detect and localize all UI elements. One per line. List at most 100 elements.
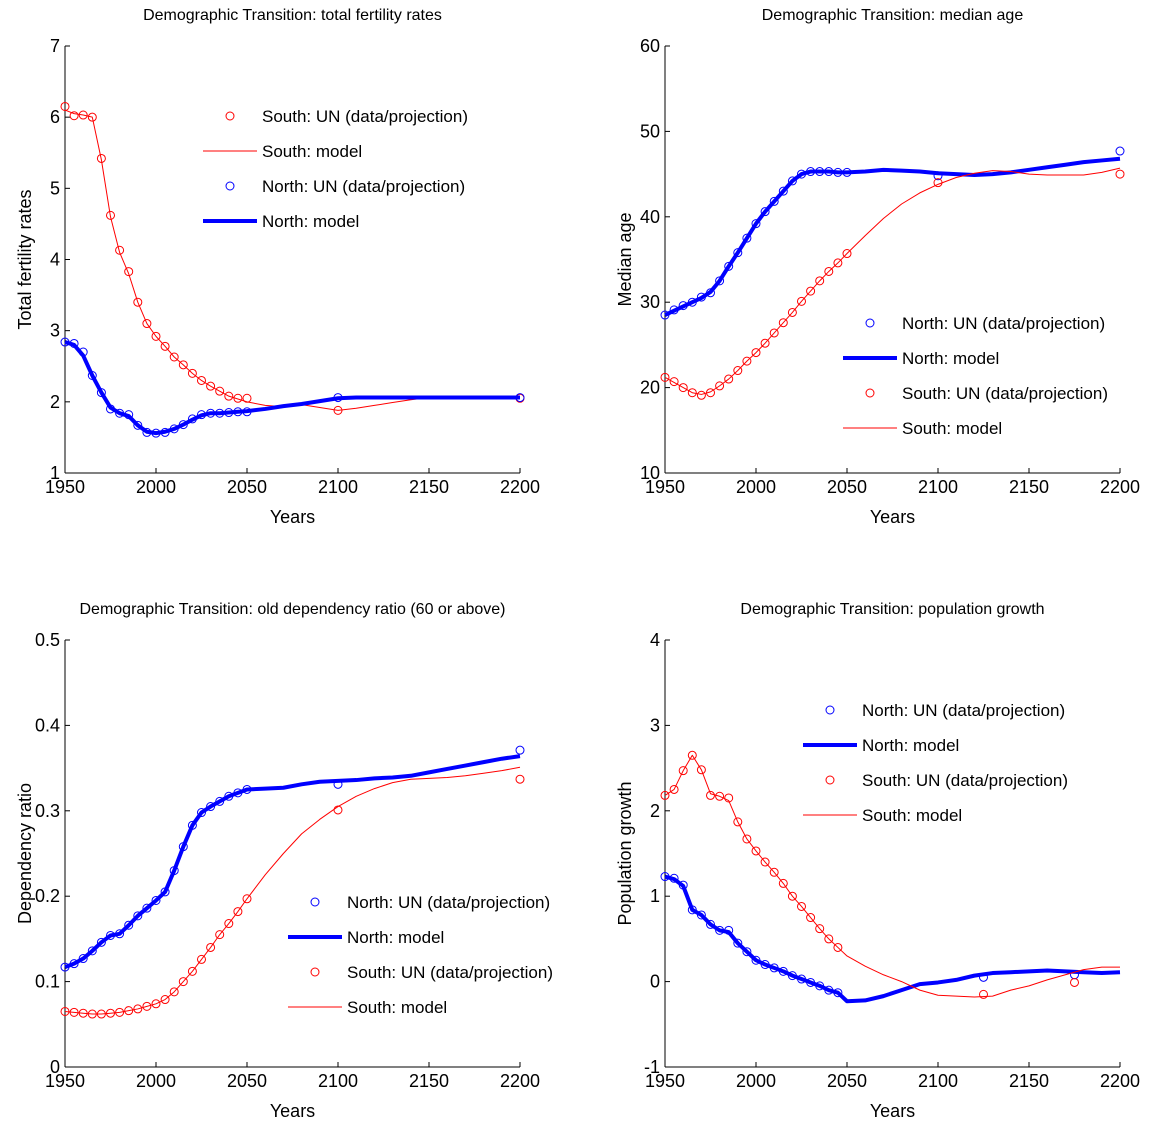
legend-label: South: UN (data/projection) [347,963,553,982]
data-point [106,210,115,220]
data-point [760,338,770,348]
x-tick-label: 2100 [918,477,958,497]
x-axis-label: Years [270,1101,315,1121]
data-point [224,919,234,929]
data-point [842,249,852,259]
y-tick-label: 4 [50,250,60,270]
y-tick-label: 30 [640,292,660,312]
data-point [751,846,761,856]
chart-title: Demographic Transition: old dependency r… [79,601,505,618]
data-point [742,947,752,957]
data-point [206,942,216,952]
x-tick-label: 1950 [645,477,685,497]
y-axis-label: Population growth [615,781,635,925]
data-point [133,1004,143,1014]
legend-label: South: model [902,419,1002,438]
legend-label: South: UN (data/projection) [902,384,1108,403]
data-point [706,919,715,929]
y-tick-label: -1 [644,1057,660,1077]
legend-marker [825,775,835,785]
y-tick-label: 1 [50,463,60,483]
data-point [824,266,834,276]
data-point [215,930,225,940]
x-tick-label: 2100 [318,1071,358,1091]
data-point [169,352,179,362]
y-tick-label: 2 [650,801,660,821]
x-tick-label: 2150 [409,1071,449,1091]
data-point [696,390,706,400]
data-point [1115,169,1125,179]
chart-title: Demographic Transition: total fertility … [143,7,442,24]
data-point [142,1001,152,1011]
x-tick-label: 2050 [227,477,267,497]
data-point [696,765,706,775]
y-tick-label: 0.3 [35,801,60,821]
data-point [233,907,243,917]
data-point [733,938,743,948]
legend-marker [225,181,235,191]
data-point [124,920,134,930]
y-tick-label: 40 [640,207,660,227]
data-point [78,110,88,120]
legend-marker [310,897,320,907]
x-tick-label: 2100 [318,477,358,497]
chart-title: Demographic Transition: population growt… [740,601,1044,618]
legend-label: North: model [862,736,959,755]
data-point [742,233,752,243]
data-point [760,207,770,217]
data-point [224,391,234,401]
x-tick-label: 1950 [645,1071,685,1091]
y-tick-label: 0.4 [35,715,60,735]
data-point [733,248,743,258]
legend-marker [225,111,235,121]
legend-marker [865,388,875,398]
data-point [669,784,679,794]
data-point [151,331,161,341]
data-point [515,745,525,755]
y-tick-label: 0 [50,1057,60,1077]
data-point [333,805,343,815]
x-tick-label: 2000 [136,477,176,497]
x-tick-label: 1950 [45,477,85,497]
data-point [169,987,179,997]
data-point [733,817,743,827]
y-tick-label: 3 [50,321,60,341]
subplot: Demographic Transition: population growt… [615,601,1140,1121]
model-line [664,874,1121,1004]
data-point [742,356,752,366]
y-tick-label: 6 [50,107,60,127]
data-point [133,297,143,307]
y-tick-label: 0.5 [35,630,60,650]
subplot: Demographic Transition: old dependency r… [15,601,553,1121]
data-point [187,368,197,378]
model-line [64,754,521,969]
data-point [778,878,788,888]
legend-label: North: model [902,349,999,368]
x-tick-label: 2100 [918,1071,958,1091]
legend-marker [310,967,320,977]
data-point [751,348,761,358]
data-point [715,276,725,286]
legend-label: South: UN (data/projection) [862,771,1068,790]
data-point [787,307,797,317]
data-point [724,261,734,271]
data-point [151,999,161,1009]
x-tick-label: 2000 [736,1071,776,1091]
data-point [806,286,816,296]
data-point [778,318,788,328]
x-tick-label: 2050 [827,477,867,497]
data-point [197,808,206,818]
y-tick-label: 5 [50,178,60,198]
data-point [142,319,152,329]
x-tick-label: 2050 [827,1071,867,1091]
data-point [1115,146,1125,156]
data-point [787,176,797,186]
legend-label: South: UN (data/projection) [262,107,468,126]
data-point [197,954,206,964]
data-point [787,891,797,901]
data-point [242,894,252,904]
data-point [178,977,188,987]
data-point [142,903,152,913]
